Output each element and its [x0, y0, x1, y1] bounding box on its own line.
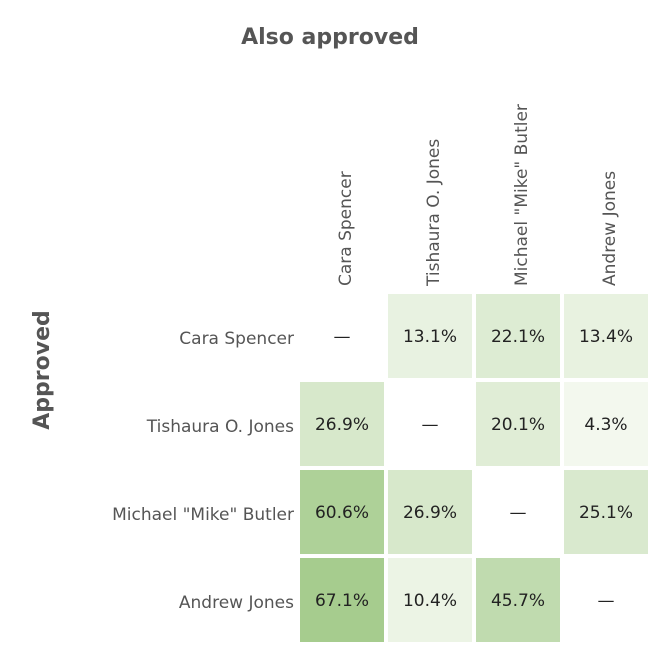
- heatmap-cell-r1-c3: [564, 382, 648, 466]
- cell-label-r2-c1: 26.9%: [403, 503, 457, 523]
- column-label-michael-mike-butler: Michael "Mike" Butler: [512, 104, 532, 286]
- cell-label-r3-c2: 45.7%: [491, 591, 545, 611]
- cell-label-r2-c3: 25.1%: [579, 503, 633, 523]
- heatmap-cell-r0-c2: [476, 294, 560, 378]
- heatmap-cell-r2-c1: [388, 470, 472, 554]
- cell-label-r1-c2: 20.1%: [491, 415, 545, 435]
- heatmap-cell-r2-c0: [300, 470, 384, 554]
- cell-label-r0-c0: —: [334, 327, 351, 347]
- heatmap-cell-r2-c3: [564, 470, 648, 554]
- cell-label-r3-c0: 67.1%: [315, 591, 369, 611]
- column-label-cara-spencer: Cara Spencer: [336, 171, 356, 286]
- cell-label-r0-c2: 22.1%: [491, 327, 545, 347]
- column-label-andrew-jones: Andrew Jones: [600, 171, 620, 286]
- cell-label-r3-c3: —: [598, 591, 615, 611]
- heatmap-cell-r3-c1: [388, 558, 472, 642]
- row-labels: Cara Spencer Tishaura O. Jones Michael "Mi…: [112, 329, 294, 613]
- cell-label-r3-c1: 10.4%: [403, 591, 457, 611]
- row-label-cara-spencer: Cara Spencer: [179, 329, 294, 349]
- heatmap-cell-r3-c0: [300, 558, 384, 642]
- heatmap-cell-r0-c1: [388, 294, 472, 378]
- row-label-tishaura-o-jones: Tishaura O. Jones: [146, 417, 294, 437]
- heatmap-cell-r3-c2: [476, 558, 560, 642]
- cell-label-r2-c0: 60.6%: [315, 503, 369, 523]
- cell-label-r0-c3: 13.4%: [579, 327, 633, 347]
- row-label-andrew-jones: Andrew Jones: [179, 593, 294, 613]
- heatmap-cell-r1-c0: [300, 382, 384, 466]
- x-axis-title: Also approved: [241, 25, 419, 50]
- row-label-michael-mike-butler: Michael "Mike" Butler: [112, 505, 294, 525]
- cell-label-r1-c3: 4.3%: [584, 415, 627, 435]
- column-labels: Cara Spencer Tishaura O. Jones Michael "Mi…: [336, 104, 620, 287]
- column-label-tishaura-o-jones: Tishaura O. Jones: [424, 139, 444, 287]
- cell-label-r2-c2: —: [510, 503, 527, 523]
- heatmap-cell-r0-c3: [564, 294, 648, 378]
- heatmap-cells: — 13.1% 22.1% 13.4% 26.9% — 20.1% 4.3% 60.6% 26.9…: [300, 294, 648, 642]
- heatmap-cell-r1-c2: [476, 382, 560, 466]
- cell-label-r1-c0: 26.9%: [315, 415, 369, 435]
- cell-label-r0-c1: 13.1%: [403, 327, 457, 347]
- cell-label-r1-c1: —: [422, 415, 439, 435]
- y-axis-title: Approved: [30, 310, 55, 430]
